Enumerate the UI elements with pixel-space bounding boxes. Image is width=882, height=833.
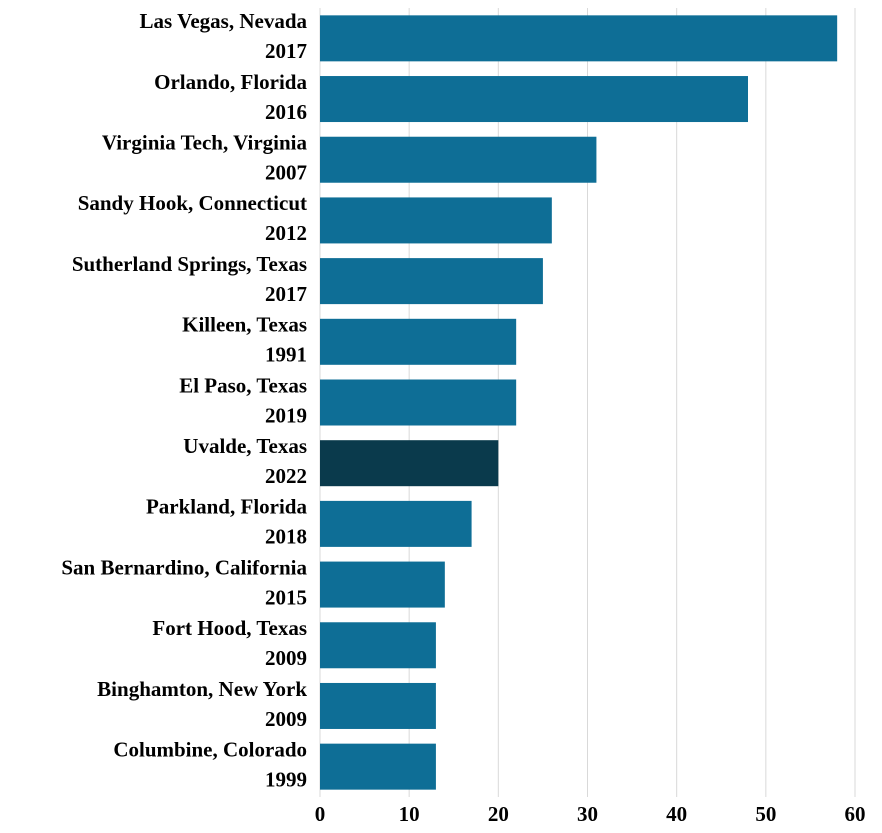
- y-tick-label: 1999: [265, 767, 307, 791]
- y-tick-label: 2009: [265, 646, 307, 670]
- y-tick-label: Fort Hood, Texas: [152, 616, 307, 640]
- y-tick-label: Las Vegas, Nevada: [140, 9, 308, 33]
- y-tick-label: Killeen, Texas: [182, 313, 307, 337]
- y-tick-label: 2015: [265, 585, 307, 609]
- y-tick-label: 2019: [265, 403, 307, 427]
- y-tick-label: 2012: [265, 221, 307, 245]
- y-tick-label: Uvalde, Texas: [183, 434, 307, 458]
- y-tick-label: 1991: [265, 343, 307, 367]
- bar: [320, 561, 445, 608]
- y-tick-label: Sandy Hook, Connecticut: [78, 191, 307, 215]
- y-tick-label: 2017: [265, 282, 307, 306]
- y-tick-label: Orlando, Florida: [154, 70, 307, 94]
- x-tick-label: 0: [315, 802, 326, 826]
- bar: [320, 622, 436, 669]
- bar: [320, 76, 748, 123]
- y-tick-label: 2009: [265, 707, 307, 731]
- y-tick-label: 2016: [265, 100, 307, 124]
- y-tick-label: Binghamton, New York: [97, 677, 307, 701]
- bar: [320, 15, 838, 62]
- y-tick-label: Parkland, Florida: [146, 495, 308, 519]
- bar: [320, 136, 597, 183]
- x-tick-label: 20: [488, 802, 509, 826]
- bar: [320, 318, 517, 365]
- y-tick-label: El Paso, Texas: [179, 373, 307, 397]
- y-tick-label: 2022: [265, 464, 307, 488]
- bar: [320, 258, 543, 305]
- x-tick-label: 60: [845, 802, 866, 826]
- bar: [320, 440, 499, 487]
- y-tick-label: Columbine, Colorado: [113, 737, 307, 761]
- y-tick-label: 2007: [265, 161, 307, 185]
- bar: [320, 379, 517, 426]
- x-tick-label: 40: [666, 802, 687, 826]
- bar: [320, 500, 472, 547]
- x-tick-label: 10: [399, 802, 420, 826]
- x-tick-label: 50: [755, 802, 776, 826]
- y-tick-label: 2018: [265, 525, 307, 549]
- y-tick-label: Virginia Tech, Virginia: [102, 131, 308, 155]
- y-tick-label: San Bernardino, California: [61, 555, 307, 579]
- y-tick-label: Sutherland Springs, Texas: [72, 252, 307, 276]
- bar: [320, 743, 436, 790]
- y-tick-label: 2017: [265, 39, 307, 63]
- bar: [320, 682, 436, 729]
- x-tick-label: 30: [577, 802, 598, 826]
- bar: [320, 197, 552, 244]
